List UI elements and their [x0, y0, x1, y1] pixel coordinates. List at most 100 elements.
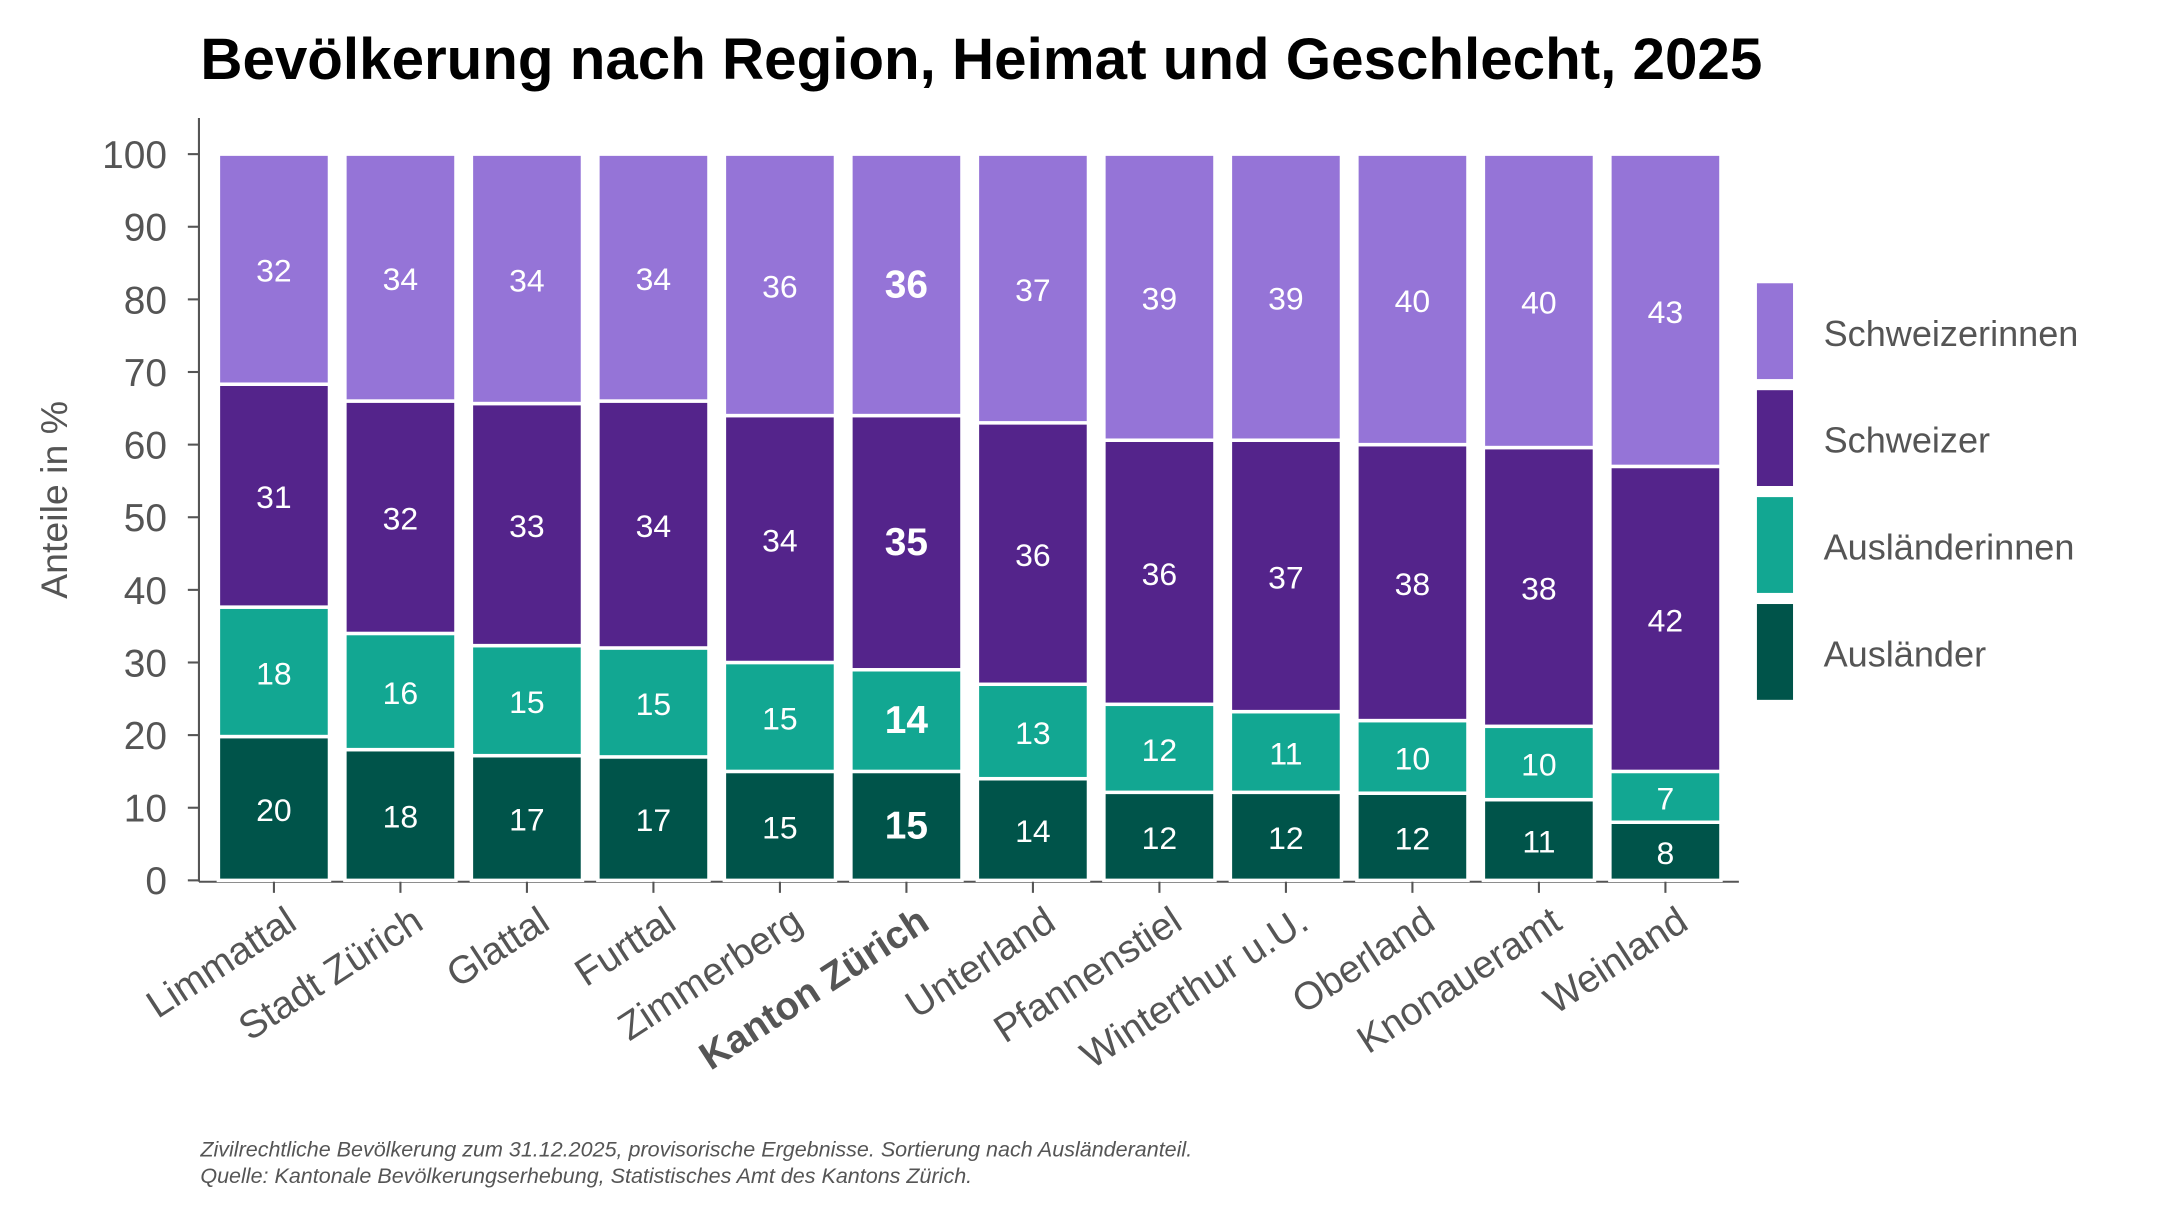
y-tick-label: 100: [102, 134, 167, 177]
bar-segment: [1355, 152, 1470, 447]
bar-segment: [975, 421, 1091, 687]
legend-label: Schweizerinnen: [1824, 313, 2079, 354]
bar-segment: [1228, 790, 1344, 883]
bar-segment: [975, 152, 1091, 425]
bar-segment: [469, 753, 585, 883]
bar-segment: [469, 643, 585, 758]
data-label: 14: [885, 699, 929, 742]
data-label: 33: [509, 508, 545, 544]
bar-segment: [722, 769, 838, 883]
bar-segment: [343, 631, 458, 752]
data-label: 7: [1657, 780, 1675, 816]
data-label: 39: [1268, 281, 1304, 317]
x-tick-label: Glattal: [439, 899, 557, 996]
data-label: 10: [1521, 746, 1557, 782]
bar-segment: [1102, 438, 1217, 707]
y-tick-label: 70: [124, 352, 167, 395]
data-label: 15: [636, 686, 672, 722]
data-label: 36: [1142, 556, 1178, 592]
data-label: 35: [885, 521, 928, 564]
data-label: 17: [636, 802, 672, 838]
data-label: 31: [256, 479, 292, 515]
data-label: 39: [1142, 281, 1178, 317]
data-label: 12: [1395, 820, 1431, 856]
footnote-line-2: Quelle: Kantonale Bevölkerungserhebung, …: [200, 1164, 972, 1188]
data-label: 38: [1521, 570, 1557, 606]
legend-swatch: [1756, 604, 1794, 700]
bar-segment: [1355, 442, 1470, 723]
y-axis-label: Anteile in %: [33, 401, 75, 599]
bar-segment: [216, 605, 332, 739]
x-tick-label: Winterthur u.U.: [1073, 899, 1316, 1077]
bar-segment: [343, 747, 458, 883]
bar-segment: [1102, 152, 1217, 442]
y-tick-label: 50: [124, 497, 167, 540]
data-label: 34: [383, 261, 419, 297]
y-tick-label: 0: [145, 860, 167, 903]
data-label: 38: [1395, 566, 1431, 602]
data-label: 36: [1015, 537, 1051, 573]
data-label: 12: [1268, 820, 1304, 856]
data-label: 17: [509, 801, 545, 837]
y-ticks: 0 10 20 30 40 50 60 70 80 90 100: [102, 134, 199, 903]
data-label: 11: [1522, 824, 1555, 860]
y-tick-label: 30: [124, 642, 167, 685]
data-label: 36: [885, 263, 928, 306]
data-label: 16: [383, 675, 419, 711]
bar-segment: [1102, 790, 1217, 883]
data-label: 12: [1142, 732, 1178, 768]
data-label: 12: [1142, 820, 1178, 856]
bar-segment: [596, 152, 711, 403]
bar-segment: [596, 646, 711, 759]
bar-segment: [596, 755, 711, 883]
data-label: 34: [509, 262, 545, 298]
data-label: 34: [636, 261, 672, 297]
legend-label: Ausländer: [1824, 634, 1987, 675]
bar-segment: [722, 152, 838, 418]
data-label: 34: [636, 508, 672, 544]
bar-segment: [216, 152, 332, 386]
bars: 20 18 31 32 18 16 32 34 17 15 33 34 17 15 34 34 15 15 34 36…: [216, 152, 1723, 883]
data-label: 32: [383, 501, 419, 537]
data-label: 20: [256, 792, 292, 828]
legend-label: Ausländerinnen: [1824, 527, 2075, 568]
data-label: 40: [1521, 284, 1557, 320]
bar-segment: [849, 413, 964, 672]
bar-segment: [216, 382, 332, 609]
legend-swatch: [1756, 283, 1794, 380]
data-label: 15: [885, 804, 928, 847]
data-label: 37: [1268, 559, 1304, 595]
legend-swatch: [1756, 497, 1794, 593]
y-tick-label: 20: [124, 715, 167, 758]
data-label: 15: [509, 684, 545, 720]
bar-segment: [1355, 718, 1470, 795]
bar-segment: [1608, 820, 1723, 883]
data-label: 11: [1269, 735, 1302, 771]
bar-segment: [849, 668, 964, 774]
x-tick-label: Weinland: [1537, 899, 1696, 1023]
bar-segment: [849, 152, 964, 418]
bar-segment: [975, 682, 1091, 781]
data-label: 40: [1395, 283, 1431, 319]
data-label: 14: [1015, 813, 1051, 849]
data-label: 10: [1395, 740, 1431, 776]
bar-segment: [1228, 438, 1344, 714]
data-label: 8: [1657, 835, 1675, 871]
legend-swatch: [1756, 390, 1794, 486]
bar-segment: [469, 152, 585, 406]
y-tick-label: 40: [124, 570, 167, 613]
bar-segment: [216, 734, 332, 883]
data-label: 13: [1015, 715, 1051, 751]
chart-title: Bevölkerung nach Region, Heimat und Gesc…: [200, 27, 1762, 92]
data-label: 42: [1648, 602, 1684, 638]
data-label: 37: [1015, 272, 1051, 308]
bar-segment: [1228, 152, 1344, 442]
y-tick-label: 90: [124, 207, 167, 250]
bar-segment: [1608, 769, 1723, 824]
bar-segment: [849, 769, 964, 883]
data-label: 34: [762, 523, 798, 559]
y-tick-label: 10: [124, 788, 167, 831]
bar-segment: [1481, 724, 1597, 802]
